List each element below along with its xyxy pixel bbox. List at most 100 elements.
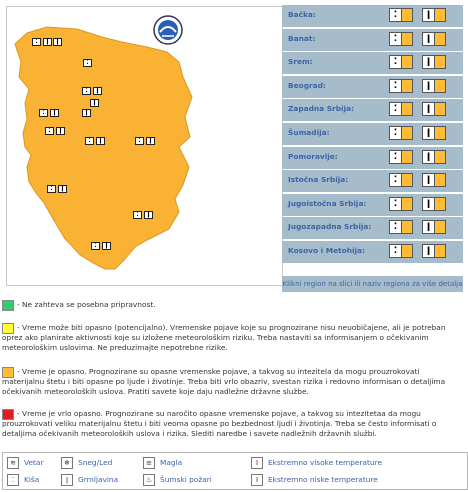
phenomenon-vetar: ≋ Vetar (7, 454, 44, 471)
rain-icon: ⁚ (7, 473, 19, 486)
map-warning-banat[interactable]: ⁚ (83, 59, 92, 67)
phenomenon-label: Grmljavina (78, 475, 119, 484)
region-name[interactable]: Zapadna Srbija: (288, 104, 355, 114)
serbia-map-territory[interactable] (14, 26, 193, 270)
legend-yellow-text: - Vreme može biti opasno (potencijalno).… (2, 323, 446, 352)
region-name[interactable]: Srem: (288, 57, 313, 67)
lightning-icon: ǀ (422, 8, 435, 22)
warning-indicator-thunder[interactable]: ǀ (422, 31, 446, 46)
region-name[interactable]: Beograd: (288, 80, 326, 90)
orange-level (435, 78, 446, 93)
green-swatch (2, 300, 14, 311)
orange-level (435, 102, 446, 117)
region-list: Bačka: ⁚ ǀ Banat: ⁚ ǀ Srem: ⁚ ǀ Beograd: ⁚ ǀ Zapadna… (282, 5, 463, 265)
map-warning-jugoistocna-srbija[interactable]: ⁚ ǀ (133, 211, 153, 219)
wind-icon: ≋ (7, 456, 19, 469)
warning-indicator-thunder[interactable]: ǀ (422, 55, 446, 70)
warning-indicator-rain[interactable]: ⁚ (389, 243, 413, 258)
map-warning-beograd[interactable]: ǀ (90, 99, 99, 107)
warning-indicator-thunder[interactable]: ǀ (422, 149, 446, 164)
rain-icon: ⁚ (389, 220, 402, 235)
region-name[interactable]: Bačka: (288, 10, 316, 19)
warning-indicator-rain[interactable]: ⁚ (389, 125, 413, 140)
orange-level (402, 149, 413, 164)
region-row[interactable]: Banat: ⁚ ǀ (282, 28, 463, 51)
orange-level (402, 8, 413, 22)
lightning-icon: ǀ (422, 220, 435, 235)
warning-indicator-rain[interactable]: ⁚ (389, 78, 413, 93)
fog-icon: ≡ (143, 456, 155, 469)
serbia-map[interactable] (7, 7, 282, 285)
warning-indicator-thunder[interactable]: ǀ (422, 173, 446, 188)
region-row[interactable]: Srem: ⁚ ǀ (282, 52, 463, 75)
orange-level (435, 31, 446, 46)
lightning-icon: ǀ (422, 173, 435, 188)
warning-indicator-thunder[interactable]: ǀ (422, 220, 446, 235)
rain-icon: ⁚ (389, 243, 402, 258)
red-swatch (2, 409, 14, 420)
warning-indicator-rain[interactable]: ⁚ (389, 149, 413, 164)
rain-icon: ⁚ (389, 31, 402, 46)
lightning-icon: ǀ (422, 55, 435, 70)
region-row[interactable]: Beograd: ⁚ ǀ (282, 75, 463, 98)
orange-level (402, 78, 413, 93)
map-warning-jugozapadna-srbija[interactable]: ⁚ ǀ (47, 185, 67, 193)
lightning-icon: ǀ (422, 78, 435, 93)
warning-indicator-thunder[interactable]: ǀ (422, 102, 446, 117)
phenomenon-label: Ekstremno niske temperature (268, 475, 378, 484)
phenomenon-ki-a: ⁚ Kiša (7, 471, 39, 488)
orange-level (402, 243, 413, 258)
thermometer-high-icon: I (251, 456, 263, 469)
phenomena-legend: ≋ Vetar ❄ Sneg/Led ≡ Magla I Ekstremno visoke t… (2, 452, 468, 490)
warning-indicator-thunder[interactable]: ǀ (422, 196, 446, 211)
region-name[interactable]: Pomoravlje: (288, 151, 338, 161)
phenomenon-label: Šumski požari (160, 475, 212, 484)
map-warning-zapadna-srbija[interactable]: ⁚ ǀ (45, 127, 65, 135)
thunderstorm-icon: ǀ (61, 473, 73, 486)
region-name[interactable]: Banat: (288, 33, 316, 43)
phenomenon-label: Ekstremno visoke temperature (268, 458, 383, 467)
orange-level (435, 220, 446, 235)
region-row[interactable]: Šumadija: ⁚ ǀ (282, 122, 463, 145)
rain-icon: ⁚ (389, 102, 402, 117)
region-name[interactable]: Jugozapadna Srbija: (288, 222, 372, 232)
region-row[interactable]: Zapadna Srbija: ⁚ ǀ (282, 99, 463, 122)
region-row[interactable]: Pomoravlje: ⁚ ǀ (282, 146, 463, 169)
warning-indicator-thunder[interactable]: ǀ (422, 8, 446, 22)
rain-icon: ⁚ (389, 55, 402, 70)
map-warning-zapadna-srbija-north[interactable]: ⁚ ǀ (39, 109, 59, 117)
warning-indicator-thunder[interactable]: ǀ (422, 125, 446, 140)
map-warning-srem[interactable]: ⁚ ǀ (82, 87, 102, 95)
warning-indicator-rain[interactable]: ⁚ (389, 55, 413, 70)
map-warning-backa-2[interactable]: ǀ (53, 38, 62, 46)
lightning-icon: ǀ (422, 125, 435, 140)
region-row[interactable]: Bačka: ⁚ ǀ (282, 5, 463, 27)
region-row[interactable]: Istočna Srbija: ⁚ ǀ (282, 170, 463, 193)
map-warning-beograd-2[interactable]: ǀ (82, 109, 91, 117)
region-row[interactable]: Jugoistočna Srbija: ⁚ ǀ (282, 193, 463, 216)
region-name[interactable]: Kosovo i Metohija: (288, 245, 365, 255)
lightning-icon: ǀ (422, 102, 435, 117)
map-warning-kosovo[interactable]: ⁚ ǀ (91, 242, 111, 250)
lightning-icon: ǀ (422, 243, 435, 258)
region-name[interactable]: Istočna Srbija: (288, 175, 349, 185)
region-name[interactable]: Šumadija: (288, 127, 330, 137)
region-row[interactable]: Jugozapadna Srbija: ⁚ ǀ (282, 217, 463, 240)
warning-indicator-rain[interactable]: ⁚ (389, 173, 413, 188)
region-row[interactable]: Kosovo i Metohija: ⁚ ǀ (282, 240, 463, 263)
orange-level (402, 173, 413, 188)
warning-indicator-thunder[interactable]: ǀ (422, 78, 446, 93)
phenomenon-ekstremno-visoke-temperature: I Ekstremno visoke temperature (251, 454, 382, 471)
warning-indicator-rain[interactable]: ⁚ (389, 8, 413, 22)
warning-indicator-thunder[interactable]: ǀ (422, 243, 446, 258)
region-name[interactable]: Jugoistočna Srbija: (288, 198, 367, 208)
warning-indicator-rain[interactable]: ⁚ (389, 31, 413, 46)
rain-icon: ⁚ (389, 78, 402, 93)
map-warning-sumadija[interactable]: ⁚ ǀ (85, 137, 105, 145)
map-warning-backa[interactable]: ⁚ ǀ (32, 38, 52, 46)
map-warning-istocna-srbija[interactable]: ⁚ ǀ (135, 137, 155, 145)
warning-indicator-rain[interactable]: ⁚ (389, 220, 413, 235)
phenomenon-grmljavina: ǀ Grmljavina (61, 471, 118, 488)
warning-indicator-rain[interactable]: ⁚ (389, 196, 413, 211)
warning-indicator-rain[interactable]: ⁚ (389, 102, 413, 117)
